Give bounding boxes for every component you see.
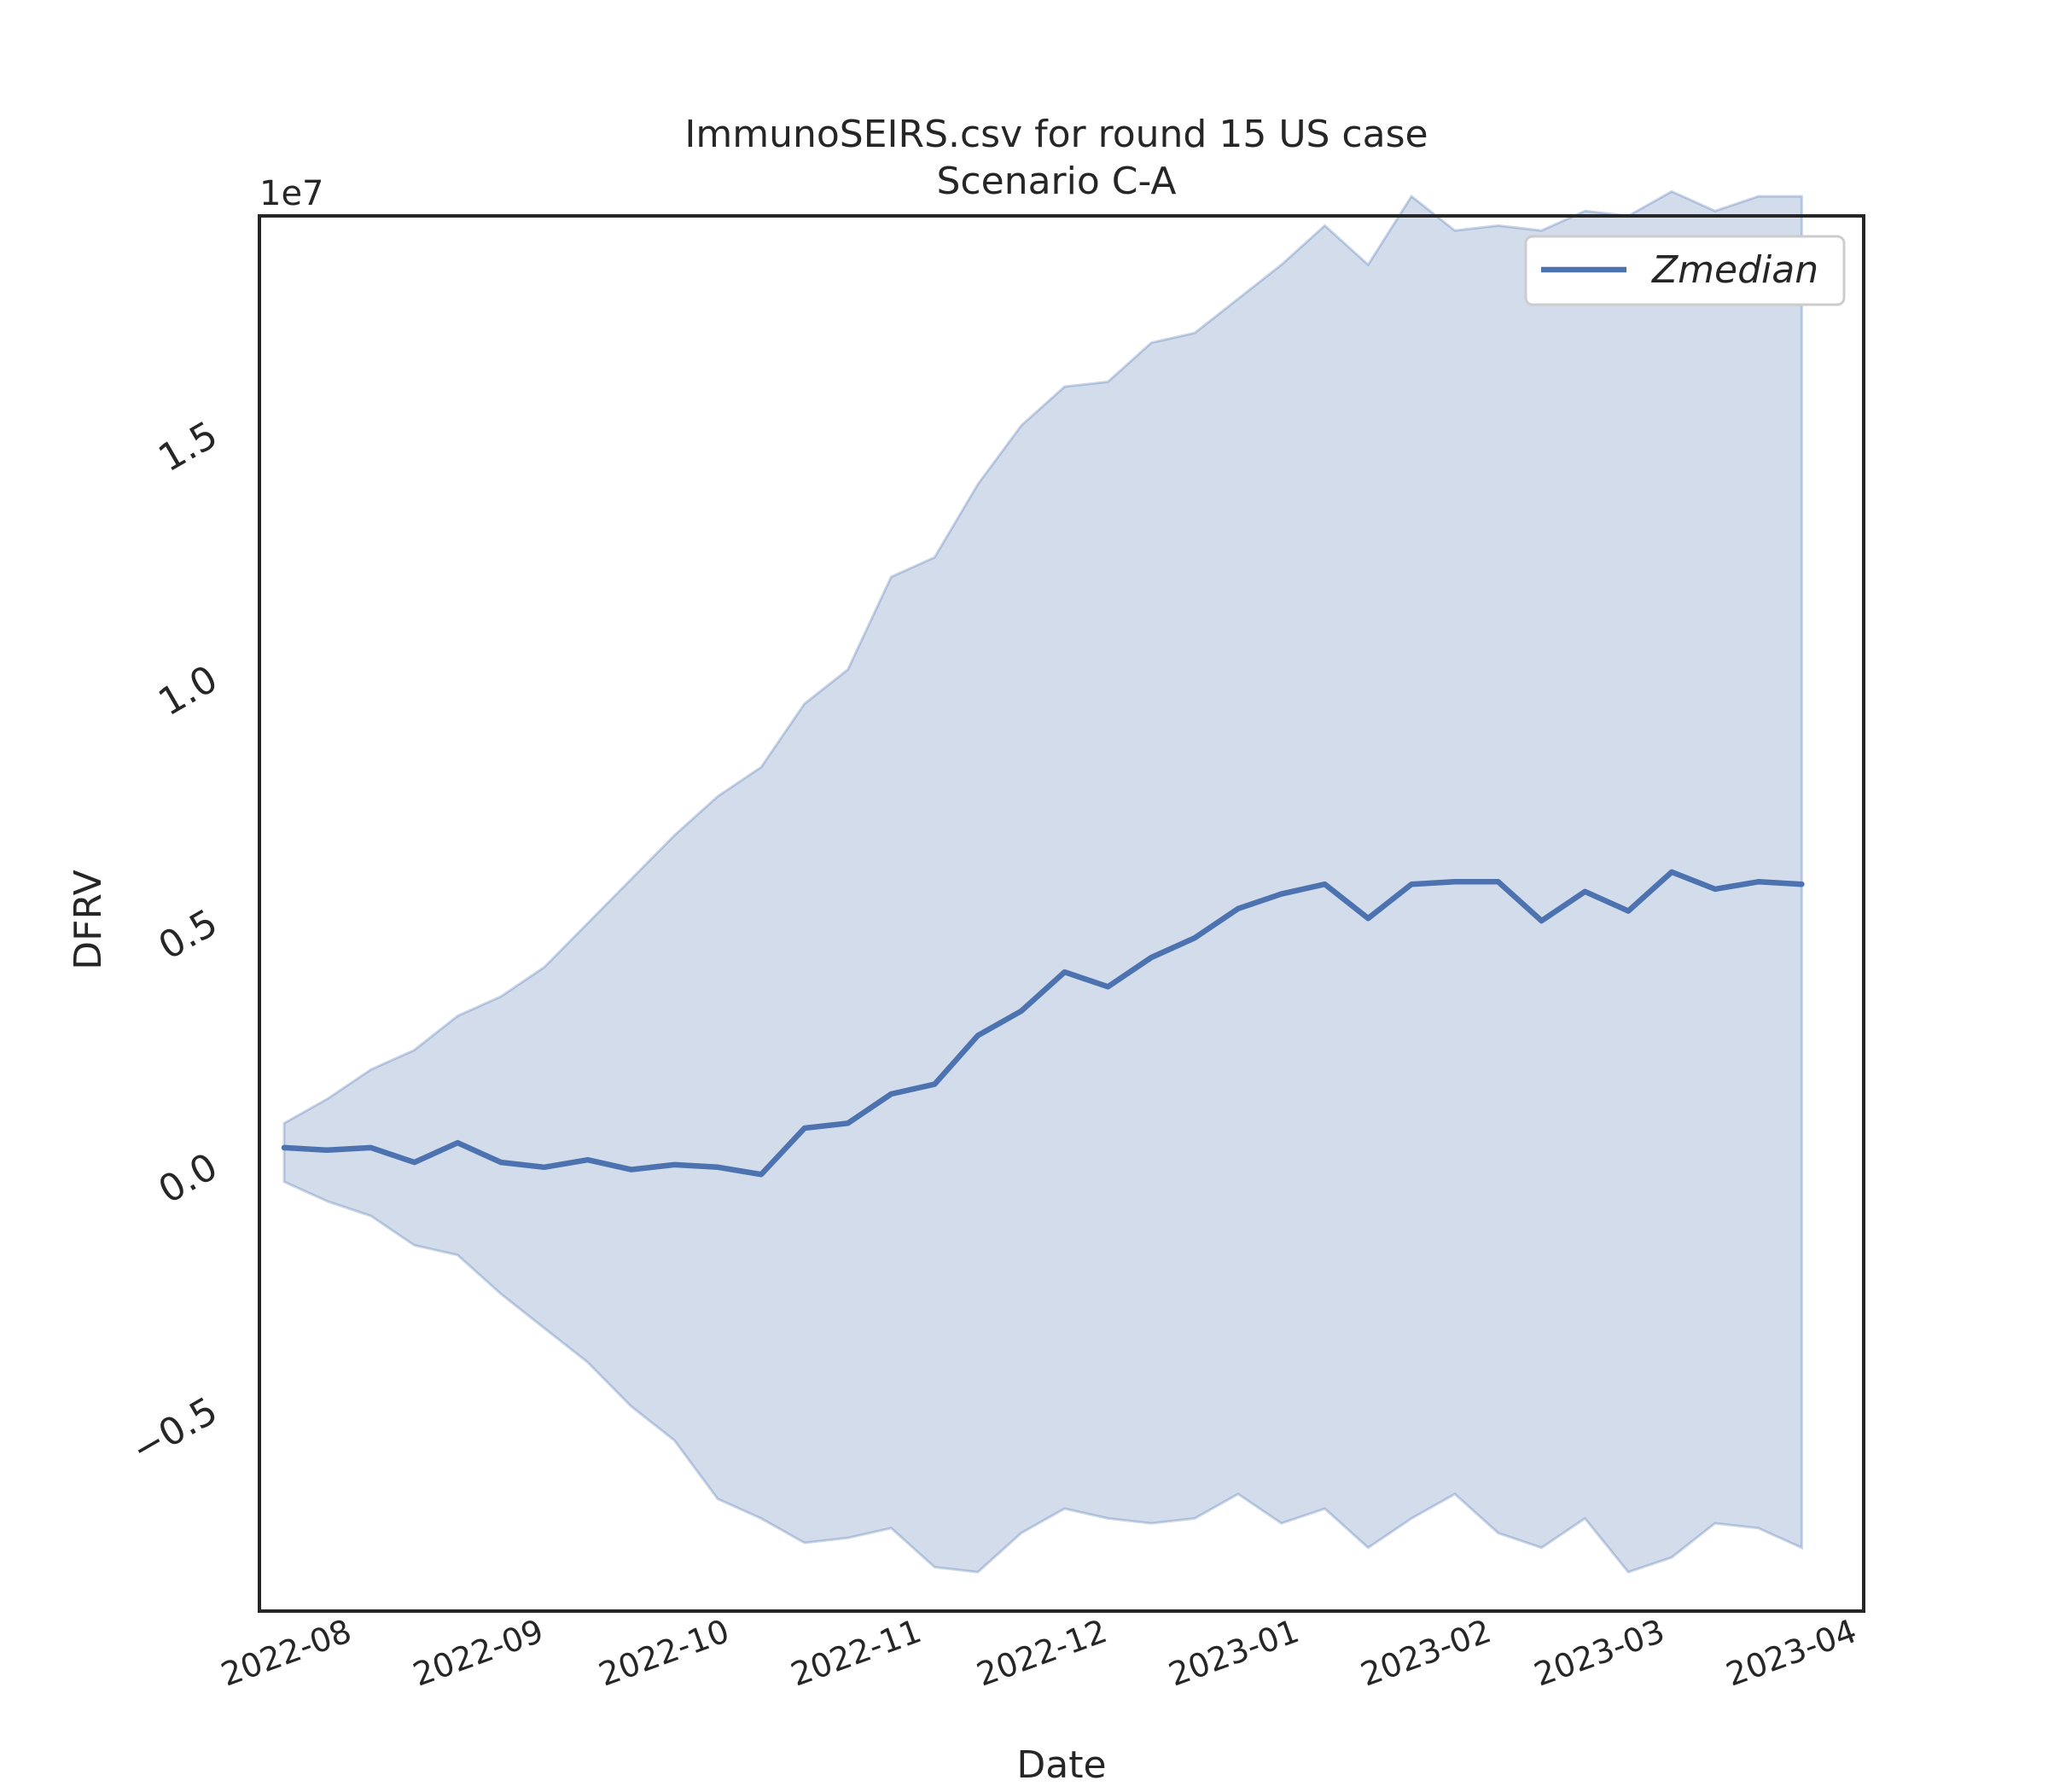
y-axis-label: DFRV — [67, 870, 110, 969]
legend-box — [1524, 235, 1846, 306]
x-tick-label: 2022-09 — [408, 1612, 548, 1694]
y-tick-label: 0.5 — [151, 901, 224, 969]
x-axis-label: Date — [1016, 1743, 1106, 1787]
x-tick-label: 2022-10 — [594, 1612, 734, 1694]
y-tick-label: 1.0 — [151, 657, 224, 724]
x-tick-label: 2022-12 — [972, 1612, 1112, 1694]
chart-subtitle: Scenario C-A — [937, 160, 1177, 203]
y-tick-label: 0.0 — [151, 1145, 224, 1213]
x-tick-label: 2023-03 — [1529, 1612, 1669, 1694]
x-tick-label: 2023-04 — [1721, 1612, 1861, 1694]
confidence-band — [282, 189, 1803, 1574]
x-tick-label: 2022-11 — [786, 1612, 926, 1694]
x-tick-label: 2023-01 — [1164, 1612, 1304, 1694]
y-tick-label: 1.5 — [151, 413, 224, 480]
x-tick-label: 2023-02 — [1356, 1612, 1496, 1694]
plot-frame — [258, 214, 1865, 1613]
plot-area — [281, 189, 1805, 1574]
chart-title: ImmunoSEIRS.csv for round 15 US case — [684, 113, 1428, 156]
y-offset-label: 1e7 — [259, 174, 324, 213]
series-line-zmedian — [281, 869, 1805, 1178]
y-axis: −0.5 0.0 0.5 1.0 1.5 — [124, 413, 224, 1472]
y-tick-label: −0.5 — [124, 1389, 224, 1473]
legend-label-zmedian: Zmedian — [1651, 248, 1818, 292]
legend: Zmedian — [1524, 235, 1846, 306]
x-tick-label: 2022-08 — [216, 1612, 356, 1694]
x-axis: 2022-08 2022-09 2022-10 2022-11 2022-12 2023-… — [216, 1612, 1861, 1694]
